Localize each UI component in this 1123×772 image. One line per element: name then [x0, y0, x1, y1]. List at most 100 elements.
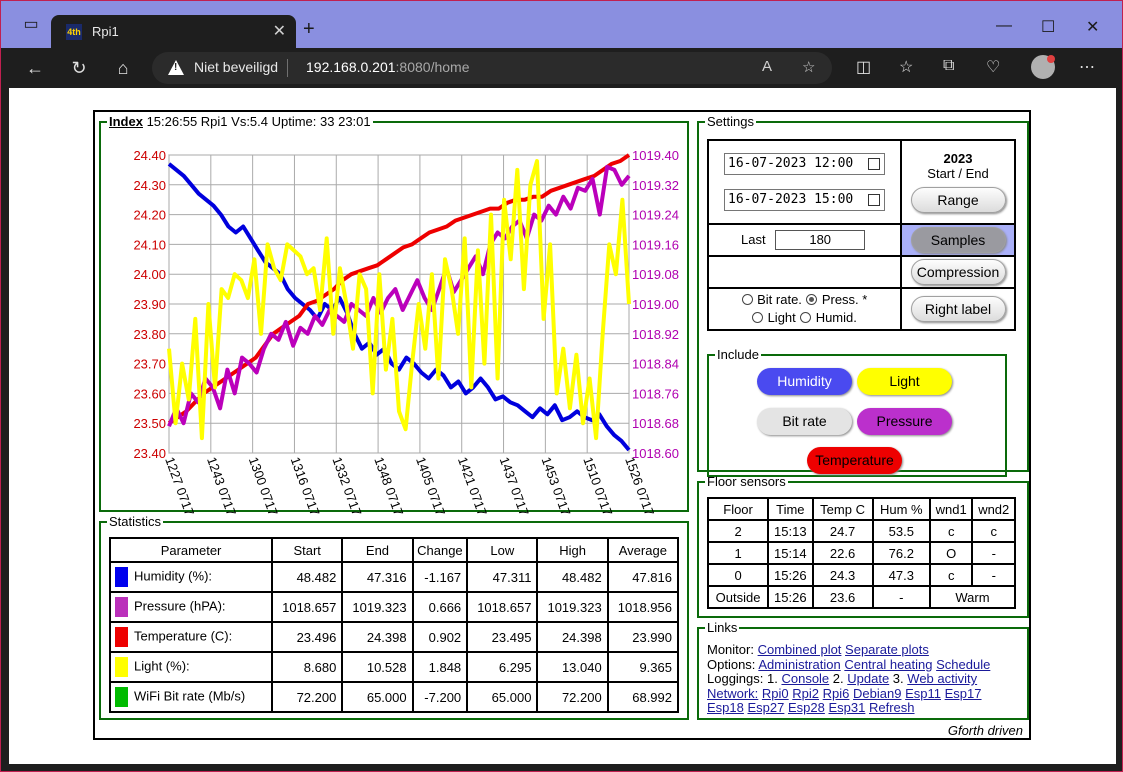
tab-actions-icon[interactable]: ▭ [23, 16, 39, 33]
samples-button[interactable]: Samples [910, 227, 1006, 253]
radio-light[interactable] [752, 312, 764, 324]
floor-cell: c [928, 563, 974, 587]
compression-button[interactable]: Compression [910, 259, 1006, 285]
not-secure-label[interactable]: Niet beveiligd [194, 59, 279, 75]
right-label-button[interactable]: Right label [910, 296, 1006, 322]
radio-pressure[interactable] [806, 294, 818, 306]
combined-plot-link[interactable]: Combined plot [757, 642, 842, 657]
network-node-link[interactable]: Esp11 [905, 685, 942, 701]
statistics-value: 1019.323 [341, 591, 414, 623]
more-icon[interactable]: ⋯ [1079, 59, 1095, 76]
statistics-column-header: Start [271, 537, 344, 563]
network-node-link[interactable]: Rpi0 [761, 685, 789, 701]
administration-link[interactable]: Administration [758, 656, 841, 672]
close-window-icon[interactable]: ✕ [1086, 19, 1100, 36]
floor-sensors-table: Floor Time Temp C Hum % wnd1 wnd2 2 15:13 24.7 5… [706, 497, 1017, 609]
humidity-toggle[interactable]: Humidity [757, 368, 852, 395]
statistics-body: Humidity (%): 48.482 47.316 -1.167 47.311 48.… [108, 561, 680, 713]
network-node-link[interactable]: Esp28 [788, 700, 825, 715]
series-line [167, 159, 631, 441]
central-heating-link[interactable]: Central heating [844, 656, 933, 672]
radio-humidity[interactable] [800, 312, 812, 324]
floor-header-row: Floor Time Temp C Hum % wnd1 wnd2 [706, 497, 1016, 521]
network-node-link[interactable]: Rpi6 [822, 685, 850, 701]
y-right-tick-label: 1018.84 [632, 357, 679, 372]
parameter-cell: Humidity (%): [108, 561, 274, 593]
floor-cell: 1 [706, 541, 770, 565]
chart-header: Index 15:26:55 Rpi1 Vs:5.4 Uptime: 33 23… [107, 114, 373, 129]
series-color-swatch [115, 597, 128, 617]
page-content: Index 15:26:55 Rpi1 Vs:5.4 Uptime: 33 23… [9, 88, 1116, 764]
statistics-value: 13.040 [536, 651, 609, 683]
year-label: 2023 [943, 151, 973, 166]
minimize-icon[interactable]: — [996, 17, 1012, 34]
settings-panel: Settings 16-07-2023 12:00 16-07-2023 15:… [697, 114, 1029, 477]
start-datetime-value: 16-07-2023 12:00 [728, 156, 854, 171]
console-link[interactable]: Console [781, 671, 830, 686]
close-tab-icon[interactable]: ✕ [272, 23, 286, 40]
x-tick-label: 1437 0717 [497, 455, 532, 518]
start-datetime-input[interactable]: 16-07-2023 12:00 [724, 153, 885, 175]
series-color-swatch [115, 627, 128, 647]
home-icon[interactable]: ⌂ [117, 58, 129, 78]
light-option-label: Light [767, 310, 796, 325]
network-node-link[interactable]: Esp27 [747, 700, 785, 715]
outside-status: Warm [928, 585, 1017, 609]
schedule-link[interactable]: Schedule [936, 656, 991, 672]
network-node-link[interactable]: Esp17 [944, 685, 982, 701]
chart-panel: Index 15:26:55 Rpi1 Vs:5.4 Uptime: 33 23… [99, 114, 689, 518]
statistics-value: 47.311 [466, 561, 539, 593]
index-link[interactable]: Index [109, 114, 143, 129]
statistics-value: 6.295 [466, 651, 539, 683]
outside-label: Outside [706, 585, 770, 609]
floor-column-header: Time [767, 497, 814, 521]
browser-toolbar: ← ↻ ⌂ Niet beveiligd 192.168.0.201:8080/… [1, 48, 1122, 88]
light-toggle[interactable]: Light [857, 368, 952, 395]
statistics-row: Light (%): 8.680 10.528 1.848 6.295 13.040 9.3… [108, 651, 680, 683]
network-node-link[interactable]: Rpi2 [792, 685, 820, 701]
range-button[interactable]: Range [910, 187, 1006, 213]
web-activity-link[interactable]: Web activity [907, 671, 978, 686]
network-node-link[interactable]: Esp18 [707, 700, 744, 715]
end-datetime-input[interactable]: 16-07-2023 15:00 [724, 189, 885, 211]
url-text[interactable]: 192.168.0.201:8080/home [306, 59, 469, 75]
back-icon[interactable]: ← [26, 58, 44, 78]
statistics-value: 65.000 [341, 681, 414, 713]
favicon-icon: 4th [66, 24, 82, 40]
favorites-icon[interactable]: ☆ [899, 59, 914, 76]
floor-cell: 24.7 [811, 519, 874, 543]
split-screen-icon[interactable]: ◫ [856, 59, 872, 76]
date-range-cell: 16-07-2023 12:00 16-07-2023 15:00 [707, 139, 902, 225]
options-label: Options: [707, 656, 756, 672]
update-link[interactable]: Update [847, 671, 890, 686]
new-tab-icon[interactable]: + [303, 18, 315, 40]
maximize-icon[interactable]: ☐ [1041, 19, 1056, 36]
bitrate-toggle[interactable]: Bit rate [757, 408, 852, 435]
pressure-toggle[interactable]: Pressure [857, 408, 952, 435]
collections-icon[interactable]: ⧉ [943, 57, 955, 74]
browser-essentials-icon[interactable]: ♡ [986, 59, 1001, 76]
y-left-tick-label: 24.10 [133, 237, 166, 252]
radio-bitrate[interactable] [741, 294, 753, 306]
y-left-tick-label: 24.30 [133, 178, 166, 193]
network-node-link[interactable]: Esp31 [828, 700, 866, 715]
floor-cell: 76.2 [871, 541, 931, 565]
network-link[interactable]: Network: [707, 685, 759, 701]
x-tick-label: 1405 0717 [413, 455, 448, 518]
floor-sensors-legend: Floor sensors [707, 474, 786, 489]
temperature-toggle[interactable]: Temperature [807, 447, 902, 474]
browser-tab[interactable]: 4th Rpi1 ✕ [51, 15, 296, 48]
y-left-tick-label: 23.40 [133, 446, 166, 461]
separate-plots-link[interactable]: Separate plots [845, 642, 929, 657]
network-node-link[interactable]: Debian9 [853, 685, 902, 701]
calendar-icon[interactable] [868, 194, 880, 206]
calendar-icon[interactable] [868, 158, 880, 170]
read-aloud-icon[interactable]: A [762, 58, 773, 75]
statistics-column-header: End [341, 537, 414, 563]
network-node-link[interactable]: Refresh [869, 700, 915, 715]
last-input[interactable]: 180 [775, 230, 866, 250]
favorite-icon[interactable]: ☆ [802, 59, 816, 76]
address-bar[interactable]: Niet beveiligd 192.168.0.201:8080/home A… [152, 52, 832, 84]
refresh-icon[interactable]: ↻ [71, 58, 87, 78]
